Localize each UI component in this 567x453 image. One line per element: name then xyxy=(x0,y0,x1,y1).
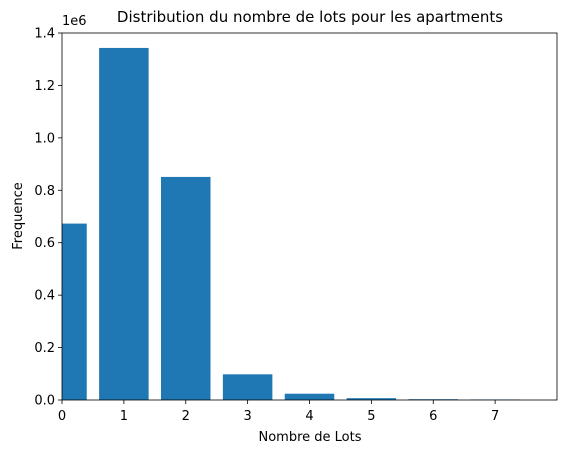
bars-group xyxy=(62,47,520,401)
x-tick-label: 4 xyxy=(305,409,313,424)
x-tick-label: 7 xyxy=(491,409,499,424)
bar-2 xyxy=(161,176,211,400)
x-tick-label: 3 xyxy=(243,409,251,424)
chart-title: Distribution du nombre de lots pour les … xyxy=(117,8,503,26)
y-tick-label: 1.2 xyxy=(34,79,55,94)
y-tick-label: 0.4 xyxy=(34,289,55,304)
x-tick-label: 1 xyxy=(120,409,128,424)
y-tick-label: 0.2 xyxy=(34,341,55,356)
bar-4 xyxy=(284,393,335,400)
bar-5 xyxy=(346,398,397,400)
plot-frame xyxy=(61,32,558,401)
y-axis-label: Frequence xyxy=(11,182,26,249)
x-tick-label: 0 xyxy=(58,409,66,424)
y-offset-label: 1e6 xyxy=(62,14,87,29)
bar-0 xyxy=(62,223,87,400)
y-tick-label: 1.4 xyxy=(34,27,55,42)
bar-1 xyxy=(99,47,149,401)
y-tick-label: 0.0 xyxy=(34,394,55,409)
y-tick-label: 0.6 xyxy=(34,236,55,251)
x-axis-label: Nombre de Lots xyxy=(258,430,361,445)
bar-3 xyxy=(222,374,273,400)
x-ticks-group: 0 1 2 3 4 5 6 7 xyxy=(58,400,499,424)
y-ticks-group: 0.0 0.2 0.4 0.6 0.8 1.0 1.2 1.4 xyxy=(34,27,62,409)
x-tick-label: 2 xyxy=(182,409,190,424)
x-tick-label: 5 xyxy=(367,409,375,424)
y-tick-label: 0.8 xyxy=(34,184,55,199)
y-tick-label: 1.0 xyxy=(34,131,55,146)
x-tick-label: 6 xyxy=(429,409,437,424)
